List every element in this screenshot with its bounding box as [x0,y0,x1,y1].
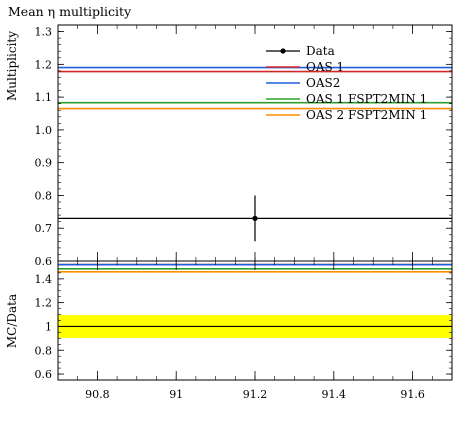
ratio-y-tick-label: 1.4 [35,273,53,286]
y-tick-label: 0.6 [35,255,53,268]
x-tick-label: 91 [169,388,183,401]
ratio-y-axis-label: MC/Data [5,294,19,348]
y-tick-label: 1.2 [35,58,53,71]
y-tick-label: 1.3 [35,26,53,39]
y-tick-label: 0.7 [35,222,53,235]
legend-label-data: Data [306,44,335,58]
ratio-y-tick-label: 0.6 [35,368,53,381]
ratio-y-tick-label: 1.2 [35,297,53,310]
x-tick-label: 90.8 [85,388,110,401]
x-tick-label: 91.2 [243,388,268,401]
y-tick-label: 0.9 [35,157,53,170]
chart-title: Mean η multiplicity [8,4,132,19]
legend: Data OAS 1 OAS2 OAS 1 FSPT2MIN 1 OAS 2 FSPT2… [266,44,427,122]
x-tick-label: 91.6 [400,388,425,401]
y-tick-label: 0.8 [35,189,53,202]
ratio-y-tick-label: 0.8 [35,344,53,357]
y-tick-label: 1.1 [35,91,53,104]
legend-label-oas-2-fspt2min-1: OAS 2 FSPT2MIN 1 [306,108,427,122]
x-tick-label: 91.4 [322,388,347,401]
legend-label-oas2: OAS2 [306,76,340,90]
y-axis-label: Multiplicity [5,31,19,101]
main-panel: 0.6 0.7 0.8 0.9 1.0 1.1 1.2 1.3 [35,24,453,268]
legend-label-oas-1-fspt2min-1: OAS 1 FSPT2MIN 1 [306,92,427,106]
data-point [252,215,258,221]
y-tick-label: 1.0 [35,124,53,137]
ratio-y-tick-label: 1 [45,320,52,333]
ratio-plot-area [58,263,452,338]
legend-point-data [280,48,286,54]
legend-label-oas-1: OAS 1 [306,60,344,74]
ratio-panel: 0.6 0.8 1 1.2 1.4 90.8 91 91.2 91.4 91.6 [35,260,453,401]
ratio-frame [57,260,453,381]
